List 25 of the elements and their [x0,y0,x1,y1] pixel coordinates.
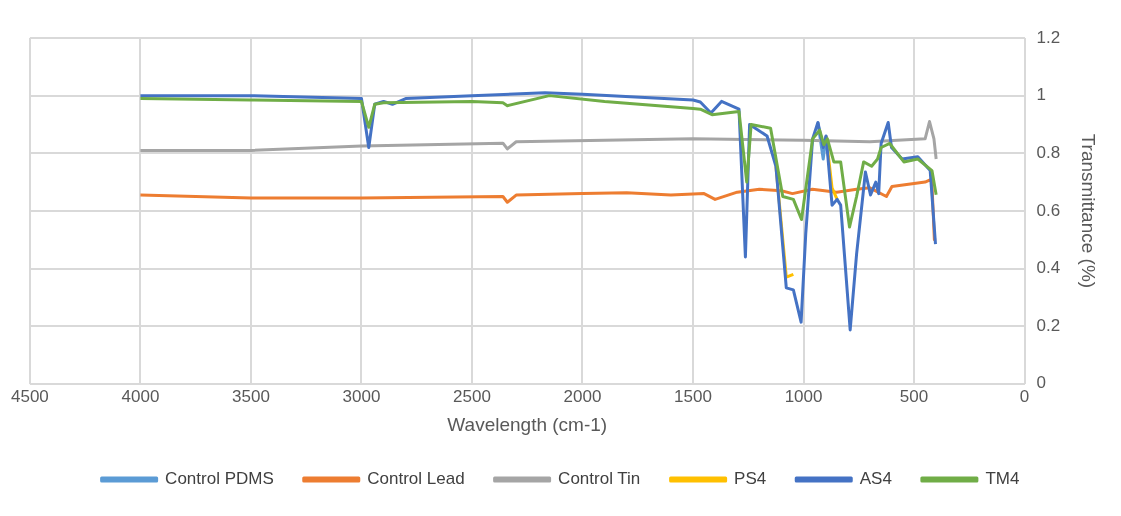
x-tick-label: 3000 [342,386,381,406]
y-tick-label: 0.8 [1036,142,1061,162]
y-tick-label: 1.2 [1036,27,1061,47]
x-tick-label: 4500 [11,386,49,406]
x-tick-label: 1500 [674,386,712,406]
y-tick-label: 0.4 [1036,258,1061,278]
x-tick-label: 1000 [784,386,823,406]
x-tick-label: 2500 [453,386,491,406]
legend-label: AS4 [859,469,892,489]
x-tick-label: 500 [899,386,929,406]
x-tick-label: 2000 [563,386,602,406]
y-tick-label: 0 [1036,373,1047,393]
legend-label: Control Tin [558,469,641,489]
x-tick-label: 4000 [121,386,160,406]
y-tick-label: 1 [1036,85,1047,105]
legend-label: Control Lead [367,469,465,489]
x-tick-label: 3500 [232,386,270,406]
legend-label: TM4 [985,469,1020,489]
x-axis-title: Wavelength (cm-1) [447,413,608,435]
x-tick-label: 0 [1019,386,1030,406]
legend-label: Control PDMS [165,469,274,489]
y-axis-title: Transmittance (%) [1078,133,1100,289]
legend-label: PS4 [734,469,767,489]
y-tick-label: 0.6 [1036,200,1061,220]
y-tick-label: 0.2 [1036,315,1061,335]
